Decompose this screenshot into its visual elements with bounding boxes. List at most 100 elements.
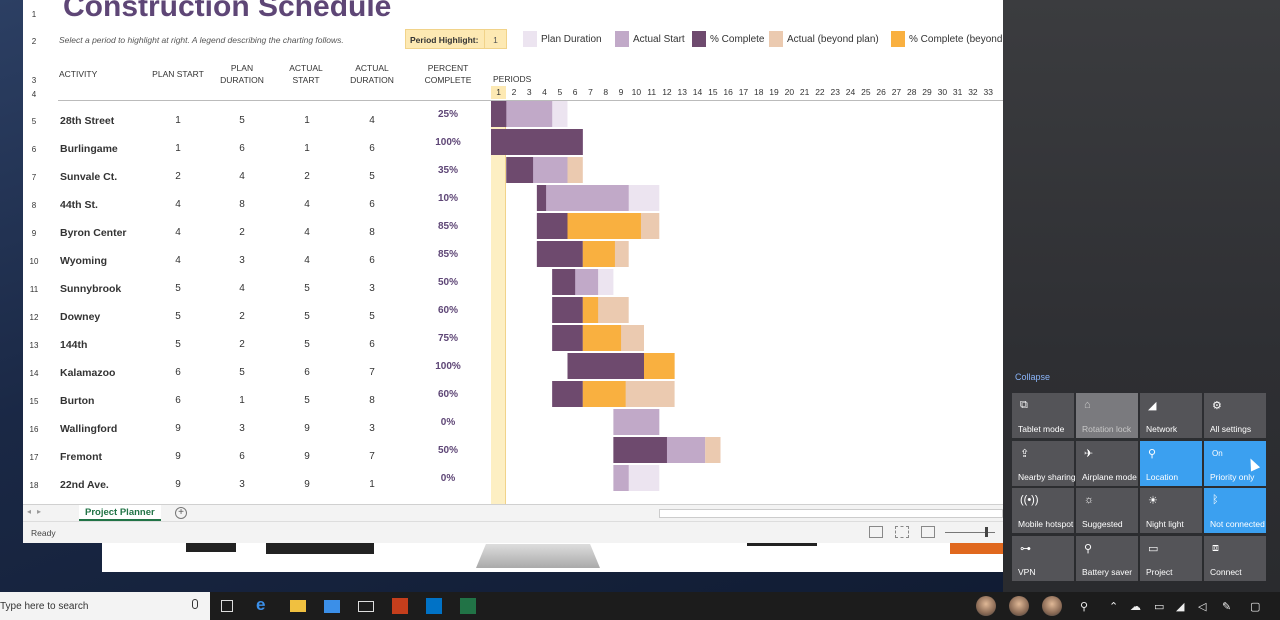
plan-duration-cell[interactable]: 2 — [239, 227, 245, 238]
period-number[interactable]: 33 — [983, 87, 993, 97]
onedrive-icon[interactable]: ☁ — [1130, 601, 1141, 613]
period-number[interactable]: 28 — [907, 87, 917, 97]
plan-duration-cell[interactable]: 6 — [239, 143, 245, 154]
period-number[interactable]: 16 — [723, 87, 733, 97]
actual-duration-cell[interactable]: 6 — [369, 339, 375, 350]
period-number[interactable]: 5 — [557, 87, 563, 97]
plan-duration-cell[interactable]: 5 — [239, 367, 245, 378]
plan-start-cell[interactable]: 1 — [175, 115, 181, 126]
zoom-slider[interactable] — [945, 532, 995, 533]
period-number[interactable]: 12 — [662, 87, 672, 97]
column-header-plan-duration[interactable]: PLAN DURATION — [220, 63, 264, 85]
zoom-slider-thumb[interactable] — [985, 527, 988, 537]
edge-browser-icon[interactable]: e — [256, 595, 266, 614]
activity-cell[interactable]: 22nd Ave. — [60, 479, 109, 491]
percent-complete-cell[interactable]: 50% — [437, 445, 458, 456]
actual-duration-cell[interactable]: 5 — [369, 311, 375, 322]
actual-duration-cell[interactable]: 3 — [369, 423, 375, 434]
activity-cell[interactable]: 28th Street — [60, 115, 115, 127]
people-icon[interactable]: ⚲ — [1080, 601, 1089, 613]
actual-start-cell[interactable]: 6 — [304, 367, 310, 378]
quick-action-tablet-mode[interactable]: ⧉ Tablet mode — [1012, 393, 1074, 438]
plan-duration-cell[interactable]: 3 — [239, 479, 245, 490]
percent-complete-cell[interactable]: 100% — [435, 361, 461, 372]
period-number[interactable]: 21 — [799, 87, 810, 97]
plan-duration-cell[interactable]: 3 — [239, 255, 245, 266]
percent-complete-cell[interactable]: 25% — [437, 109, 458, 120]
file-explorer-icon[interactable] — [290, 600, 306, 612]
percent-complete-cell[interactable]: 75% — [437, 333, 458, 344]
plan-start-cell[interactable]: 2 — [175, 171, 181, 182]
row-header[interactable]: 1 — [31, 10, 37, 19]
activity-cell[interactable]: Sunnybrook — [60, 283, 122, 295]
plan-start-cell[interactable]: 9 — [175, 451, 181, 462]
actual-start-cell[interactable]: 4 — [304, 199, 310, 210]
row-header[interactable]: 2 — [31, 37, 37, 46]
actual-start-cell[interactable]: 5 — [304, 395, 310, 406]
plan-duration-cell[interactable]: 4 — [239, 283, 245, 294]
percent-complete-cell[interactable]: 85% — [437, 249, 458, 260]
mail-icon[interactable] — [358, 601, 374, 612]
row-header[interactable]: 6 — [31, 145, 37, 154]
column-header-plan-start[interactable]: PLAN START — [152, 69, 204, 79]
actual-duration-cell[interactable]: 8 — [369, 395, 375, 406]
percent-complete-cell[interactable]: 0% — [440, 417, 456, 428]
period-number[interactable]: 25 — [861, 87, 871, 97]
period-number[interactable]: 10 — [631, 87, 642, 97]
period-number[interactable]: 2 — [511, 87, 517, 97]
actual-start-cell[interactable]: 9 — [304, 451, 310, 462]
actual-duration-cell[interactable]: 6 — [369, 255, 375, 266]
row-header[interactable]: 7 — [31, 173, 37, 182]
actual-duration-cell[interactable]: 8 — [369, 227, 375, 238]
battery-icon[interactable]: ▭ — [1154, 601, 1165, 613]
plan-duration-cell[interactable]: 3 — [239, 423, 245, 434]
row-header[interactable]: 8 — [31, 201, 37, 210]
period-number[interactable]: 27 — [891, 87, 902, 97]
people-avatar[interactable] — [1042, 596, 1062, 616]
quick-action-project[interactable]: ▭ Project — [1140, 535, 1202, 581]
period-number[interactable]: 30 — [937, 87, 948, 97]
microphone-icon[interactable] — [192, 599, 198, 609]
plan-start-cell[interactable]: 5 — [175, 283, 181, 294]
actual-duration-cell[interactable]: 7 — [369, 367, 375, 378]
quick-action-vpn[interactable]: ⊶ VPN — [1012, 535, 1074, 581]
activity-cell[interactable]: Byron Center — [60, 227, 127, 239]
percent-complete-cell[interactable]: 60% — [437, 305, 458, 316]
plan-start-cell[interactable]: 1 — [175, 143, 181, 154]
period-number[interactable]: 23 — [830, 87, 840, 97]
period-number[interactable]: 13 — [677, 87, 687, 97]
plan-start-cell[interactable]: 4 — [175, 199, 181, 210]
plan-start-cell[interactable]: 6 — [175, 395, 181, 406]
wifi-icon[interactable]: ◢ — [1176, 601, 1185, 613]
row-header[interactable]: 3 — [31, 76, 37, 85]
period-number[interactable]: 17 — [738, 87, 749, 97]
period-number[interactable]: 22 — [815, 87, 825, 97]
row-header[interactable]: 17 — [29, 453, 39, 462]
activity-cell[interactable]: Wyoming — [60, 255, 108, 267]
add-sheet-button[interactable]: + — [175, 507, 187, 519]
plan-duration-cell[interactable]: 6 — [239, 451, 245, 462]
row-header[interactable]: 5 — [31, 117, 37, 126]
quick-action-priority-only[interactable]: On Priority only — [1204, 440, 1266, 486]
actual-duration-cell[interactable]: 4 — [369, 115, 375, 126]
plan-duration-cell[interactable]: 1 — [239, 395, 245, 406]
percent-complete-cell[interactable]: 60% — [437, 389, 458, 400]
quick-action-location[interactable]: ⚲ Location — [1140, 440, 1202, 486]
activity-cell[interactable]: 44th St. — [60, 199, 98, 211]
collapse-link[interactable]: Collapse — [1015, 372, 1051, 382]
row-header[interactable]: 13 — [29, 341, 39, 350]
percent-complete-cell[interactable]: 35% — [437, 165, 458, 176]
row-header[interactable]: 12 — [29, 313, 39, 322]
period-number[interactable]: 7 — [588, 87, 593, 97]
chevron-up-icon[interactable]: ⌃ — [1109, 601, 1119, 613]
sheet-tab-project-planner[interactable]: Project Planner — [79, 505, 161, 521]
period-number[interactable]: 20 — [784, 87, 795, 97]
period-number[interactable]: 31 — [952, 87, 963, 97]
taskbar-search-box[interactable]: Type here to search — [0, 592, 210, 620]
quick-action-connect[interactable]: ⧈ Connect — [1204, 535, 1266, 581]
actual-start-cell[interactable]: 5 — [304, 311, 310, 322]
plan-start-cell[interactable]: 4 — [175, 255, 181, 266]
period-number[interactable]: 8 — [603, 87, 609, 97]
percent-complete-cell[interactable]: 85% — [437, 221, 458, 232]
powerpoint-icon[interactable] — [392, 598, 408, 614]
